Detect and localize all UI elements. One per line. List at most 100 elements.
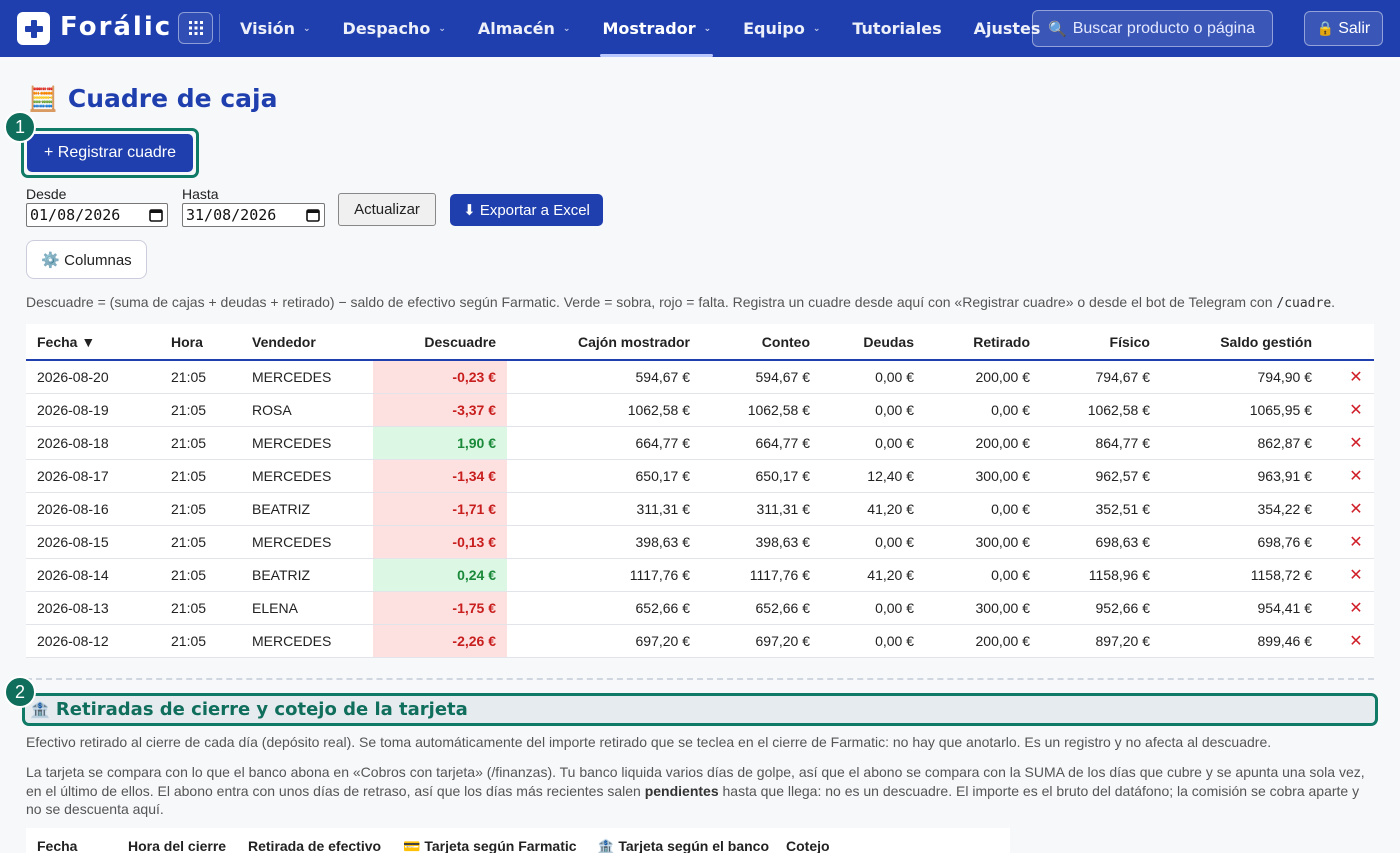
pendientes-text: pendientes — [644, 782, 719, 799]
nav-item-tutoriales[interactable]: Tutoriales — [852, 0, 941, 57]
highlight-register — [21, 128, 199, 178]
col-hora[interactable]: Hora — [171, 333, 203, 350]
delete-row-icon[interactable]: ✕ — [1349, 534, 1363, 551]
refresh-button[interactable]: Actualizar — [338, 193, 436, 226]
logout-button[interactable]: 🔒 Salir — [1304, 11, 1383, 46]
section-retiradas-title: Retiradas de cierre y cotejo de la tarje… — [55, 699, 468, 720]
cuadre-command: /cuadre — [1276, 296, 1332, 311]
nav-item-mostrador[interactable]: Mostrador ⌄ — [600, 0, 713, 57]
desde-label: Desde — [26, 186, 67, 202]
chevron-down-icon: ⌄ — [302, 23, 311, 34]
cell-hora: 21:05 — [171, 534, 207, 550]
cell-fisico: 864,77 € — [1095, 435, 1151, 451]
col-fecha[interactable]: Fecha ▼ — [37, 324, 95, 359]
tarjeta-text-c: hasta que llega: no es un descuadre. El … — [26, 782, 1360, 818]
register-cuadre-button[interactable]: + Registrar cuadre — [27, 134, 193, 172]
cell-retirado: 300,00 € — [975, 468, 1031, 484]
cell-saldo: 862,87 € — [1257, 435, 1313, 451]
table-row: 2026-08-14 21:05 BEATRIZ 1117,76 € 1117,76 €… — [26, 559, 1374, 592]
cell-saldo: 1065,95 € — [1249, 402, 1312, 418]
cell-retirado: 200,00 € — [975, 435, 1031, 451]
hasta-date-field[interactable]: 31/08/2026 — [182, 203, 325, 227]
cell-fisico: 794,67 € — [1095, 369, 1151, 385]
col-descuadre[interactable]: Descuadre — [424, 333, 496, 350]
nav-item-ajustes[interactable]: Ajustes — [974, 0, 1041, 57]
col-tarjeta-banco[interactable]: 🏦 Tarjeta según el banco — [597, 838, 769, 853]
col-saldo[interactable]: Saldo gestión — [1220, 333, 1312, 350]
col-retirada-efectivo[interactable]: Retirada de efectivo — [248, 838, 382, 853]
cell-hora: 21:05 — [171, 501, 207, 517]
cell-fecha: 2026-08-12 — [37, 633, 109, 649]
col-fecha[interactable]: Fecha — [37, 838, 78, 853]
cell-retirado: 0,00 € — [991, 501, 1030, 517]
cell-descuadre: -0,13 € — [373, 526, 507, 558]
desde-date-field[interactable]: 01/08/2026 — [26, 203, 168, 227]
cell-retirado: 0,00 € — [991, 567, 1030, 583]
cell-descuadre: -3,37 € — [373, 394, 507, 426]
note-end: . — [1331, 294, 1336, 310]
cell-vendedor: MERCEDES — [252, 435, 332, 451]
cell-fisico: 962,57 € — [1095, 468, 1151, 484]
col-retirado[interactable]: Retirado — [973, 333, 1030, 350]
cell-conteo: 594,67 € — [755, 369, 811, 385]
nav-item-vision[interactable]: Visión ⌄ — [240, 0, 311, 57]
search-input[interactable]: 🔍 Buscar producto o página — [1032, 10, 1273, 47]
delete-row-icon[interactable]: ✕ — [1349, 468, 1363, 485]
cell-fecha: 2026-08-19 — [37, 402, 109, 418]
delete-row-icon[interactable]: ✕ — [1349, 402, 1363, 419]
cell-descuadre: 0,24 € — [373, 559, 507, 591]
delete-row-icon[interactable]: ✕ — [1349, 600, 1363, 617]
delete-row-icon[interactable]: ✕ — [1349, 567, 1363, 584]
col-fecha-label: Fecha ▼ — [37, 333, 96, 350]
nav-item-almacen[interactable]: Almacén ⌄ — [478, 0, 571, 57]
cell-retirado: 0,00 € — [991, 402, 1030, 418]
cell-hora: 21:05 — [171, 468, 207, 484]
cell-fecha: 2026-08-18 — [37, 435, 109, 451]
logo-text[interactable]: Forálic — [60, 12, 173, 42]
cell-vendedor: ROSA — [252, 402, 292, 418]
cell-fecha: 2026-08-20 — [37, 369, 109, 385]
cell-retirado: 300,00 € — [975, 600, 1031, 616]
nav-item-despacho[interactable]: Despacho ⌄ — [343, 0, 446, 57]
col-tarjeta-farmatic[interactable]: 💳 Tarjeta según Farmatic — [403, 838, 577, 853]
search-placeholder: Buscar producto o página — [1072, 19, 1256, 37]
cell-cajon: 1062,58 € — [627, 402, 690, 418]
cell-conteo: 652,66 € — [755, 600, 811, 616]
cell-vendedor: BEATRIZ — [252, 567, 311, 583]
logo-cross-icon[interactable] — [17, 12, 50, 45]
columns-button[interactable]: ⚙️ Columnas — [26, 240, 147, 279]
step-badge-1: 1 — [4, 111, 36, 143]
cell-conteo: 1062,58 € — [747, 402, 810, 418]
cell-saldo: 794,90 € — [1257, 369, 1313, 385]
delete-row-icon[interactable]: ✕ — [1349, 501, 1363, 518]
col-cajon[interactable]: Cajón mostrador — [577, 333, 690, 350]
cell-fecha: 2026-08-15 — [37, 534, 109, 550]
cell-deudas: 0,00 € — [875, 600, 914, 616]
col-hora-cierre[interactable]: Hora del cierre — [128, 838, 227, 853]
col-vendedor[interactable]: Vendedor — [252, 333, 316, 350]
cell-fecha: 2026-08-14 — [37, 567, 109, 583]
nav-label: Despacho — [342, 19, 431, 38]
cell-hora: 21:05 — [171, 567, 207, 583]
nav-item-equipo[interactable]: Equipo ⌄ — [743, 0, 820, 57]
col-fisico[interactable]: Físico — [1109, 333, 1150, 350]
apps-grid-icon[interactable] — [178, 12, 213, 44]
calendar-icon[interactable] — [306, 208, 320, 222]
cell-retirado: 200,00 € — [975, 633, 1031, 649]
export-excel-button[interactable]: ⬇ Exportar a Excel — [450, 194, 603, 226]
cell-vendedor: MERCEDES — [252, 468, 332, 484]
bank-icon: 🏦 — [30, 700, 50, 719]
delete-row-icon[interactable]: ✕ — [1349, 435, 1363, 452]
delete-row-icon[interactable]: ✕ — [1349, 369, 1363, 386]
calendar-icon[interactable] — [149, 208, 163, 222]
col-cotejo[interactable]: Cotejo — [786, 838, 830, 853]
note-text: Descuadre = (suma de cajas + deudas + re… — [26, 294, 1277, 310]
formula-note: Descuadre = (suma de cajas + deudas + re… — [26, 293, 1376, 313]
col-deudas[interactable]: Deudas — [863, 333, 914, 350]
col-conteo[interactable]: Conteo — [761, 333, 810, 350]
cell-hora: 21:05 — [171, 435, 207, 451]
table-row: 2026-08-19 21:05 ROSA 1062,58 € 1062,58 € 0,0… — [26, 394, 1374, 427]
cell-hora: 21:05 — [171, 402, 207, 418]
cell-conteo: 398,63 € — [755, 534, 811, 550]
delete-row-icon[interactable]: ✕ — [1349, 633, 1363, 650]
